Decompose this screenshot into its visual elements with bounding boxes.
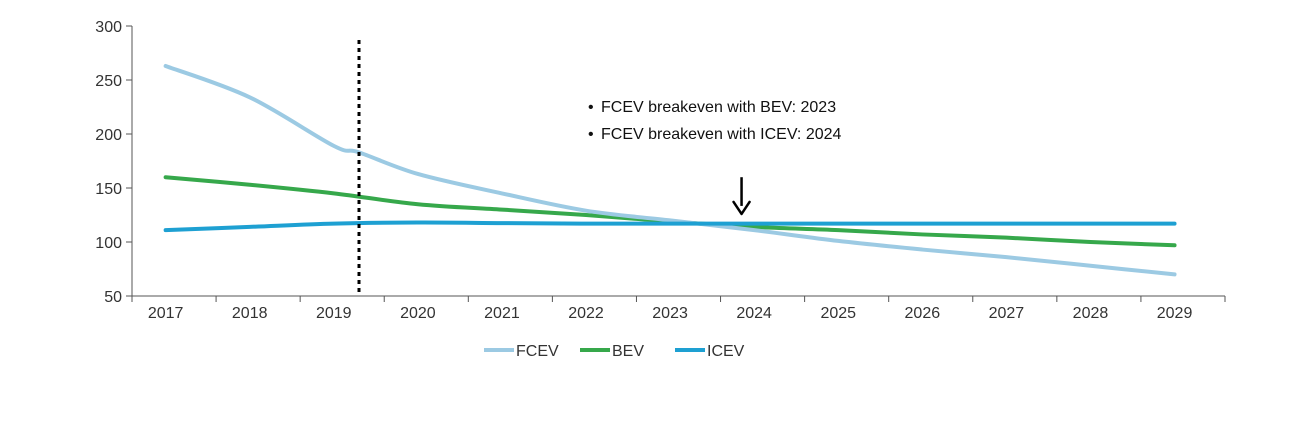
series-line-icev bbox=[163, 220, 1177, 233]
annotations: • FCEV breakeven with BEV: 2023 • FCEV brea… bbox=[357, 40, 842, 296]
annotation-bullet-symbol: • bbox=[588, 99, 594, 116]
axes: 50 100 150 200 250 300 2017 2018 2019 2020 2021 202… bbox=[95, 19, 1226, 322]
y-tick-label: 200 bbox=[95, 127, 122, 144]
x-tick-label: 2018 bbox=[232, 305, 268, 322]
legend-label-icev: ICEV bbox=[707, 343, 745, 360]
y-tick-label: 100 bbox=[95, 235, 122, 252]
series-line-bev bbox=[163, 175, 1177, 248]
y-tick-label: 250 bbox=[95, 73, 122, 90]
x-tick-label: 2021 bbox=[484, 305, 520, 322]
y-tick-label: 300 bbox=[95, 19, 122, 36]
x-tick-label: 2028 bbox=[1073, 305, 1109, 322]
x-tick-label: 2026 bbox=[905, 305, 941, 322]
annotation-bullet-symbol: • bbox=[588, 126, 594, 143]
legend: FCEV BEV ICEV bbox=[484, 343, 745, 360]
x-tick-label: 2024 bbox=[736, 305, 772, 322]
y-tick-label: 150 bbox=[95, 181, 122, 198]
x-tick-label: 2029 bbox=[1157, 305, 1193, 322]
y-tick-label: 50 bbox=[104, 289, 122, 306]
annotation-bullet-text: FCEV breakeven with ICEV: 2024 bbox=[601, 126, 842, 143]
legend-label-fcev: FCEV bbox=[516, 343, 559, 360]
series-line-fcev bbox=[163, 63, 1177, 277]
x-tick-label: 2019 bbox=[316, 305, 352, 322]
x-tick-label: 2025 bbox=[820, 305, 856, 322]
x-tick-label: 2020 bbox=[400, 305, 436, 322]
x-tick-label: 2017 bbox=[148, 305, 184, 322]
annotation-arrow-head bbox=[732, 200, 751, 216]
x-tick-label: 2027 bbox=[989, 305, 1025, 322]
x-tick-label: 2023 bbox=[652, 305, 688, 322]
legend-label-bev: BEV bbox=[612, 343, 644, 360]
x-tick-label: 2022 bbox=[568, 305, 604, 322]
series-lines bbox=[163, 63, 1177, 277]
annotation-bullet-text: FCEV breakeven with BEV: 2023 bbox=[601, 99, 836, 116]
